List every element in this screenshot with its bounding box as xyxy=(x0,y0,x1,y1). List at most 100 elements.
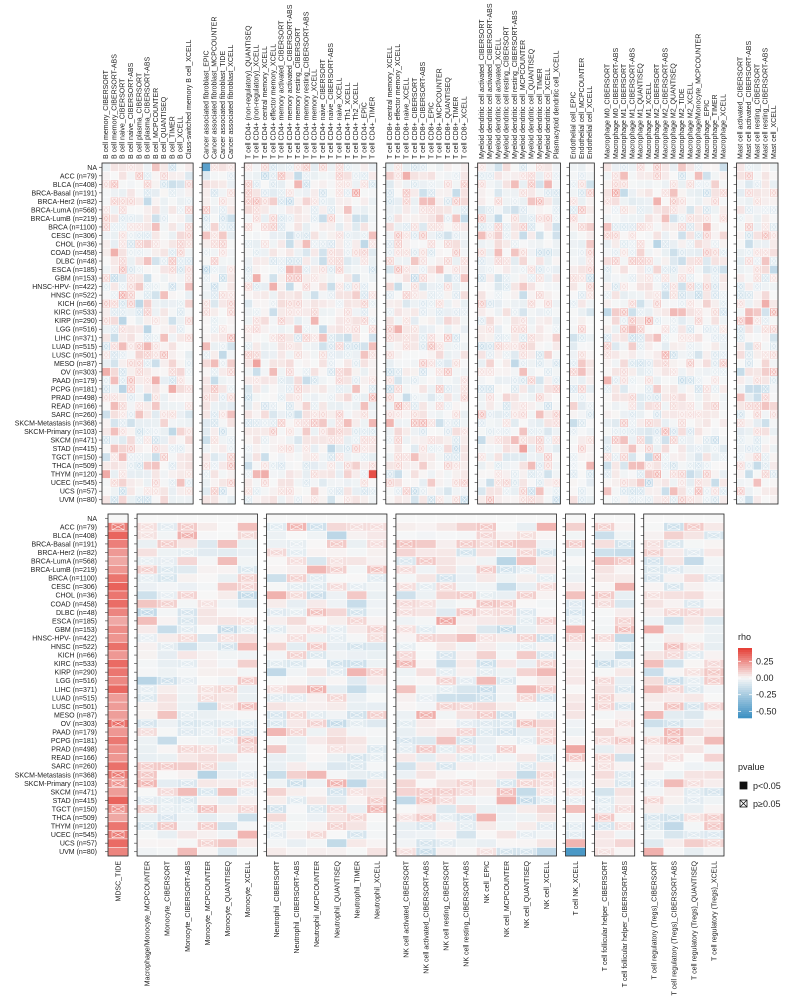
heatmap-cell xyxy=(552,223,560,231)
heatmap-cell xyxy=(177,223,185,231)
heatmap-cell xyxy=(528,197,536,205)
heatmap-cell xyxy=(261,325,269,333)
heatmap-cell xyxy=(102,479,110,487)
heatmap-cell xyxy=(428,283,436,291)
heatmap-cell xyxy=(269,453,277,461)
heatmap-cell xyxy=(612,266,620,274)
heatmap-cell xyxy=(169,223,177,231)
heatmap-cell xyxy=(478,232,486,240)
heatmap-cell xyxy=(452,300,460,308)
heatmap-cell xyxy=(303,411,311,419)
heatmap-cell xyxy=(394,274,402,282)
heatmap-cell xyxy=(261,317,269,325)
heatmap-cell xyxy=(436,470,444,478)
heatmap-cell xyxy=(211,393,219,401)
heatmap-cell xyxy=(436,436,444,444)
heatmap-cell xyxy=(202,172,210,180)
heatmap-cell xyxy=(612,359,620,367)
heatmap-cell xyxy=(102,419,110,427)
heatmap-cell xyxy=(311,180,319,188)
heatmap-cell xyxy=(177,232,185,240)
facet-border xyxy=(102,163,193,504)
heatmap-cell xyxy=(127,206,135,214)
heatmap-cell xyxy=(102,445,110,453)
heatmap-cell xyxy=(478,351,486,359)
heatmap-cell xyxy=(552,274,560,282)
heatmap-cell xyxy=(394,470,402,478)
heatmap-cell xyxy=(227,249,235,257)
heatmap-cell xyxy=(227,206,235,214)
heatmap-cell xyxy=(352,470,360,478)
heatmap-cell xyxy=(403,214,411,222)
heatmap-cell xyxy=(177,180,185,188)
heatmap-cell xyxy=(160,163,168,171)
heatmap-cell xyxy=(286,266,294,274)
heatmap-cell xyxy=(578,232,586,240)
heatmap-cell xyxy=(528,445,536,453)
heatmap-cell xyxy=(152,308,160,316)
heatmap-cell xyxy=(511,232,519,240)
heatmap-cell xyxy=(452,351,460,359)
heatmap-cell xyxy=(211,180,219,188)
heatmap-cell xyxy=(336,351,344,359)
heatmap-cell xyxy=(211,376,219,384)
heatmap-cell xyxy=(111,428,119,436)
heatmap-cell xyxy=(495,359,503,367)
heatmap-cell xyxy=(536,240,544,248)
heatmap-cell xyxy=(361,351,369,359)
heatmap-cell xyxy=(211,359,219,367)
heatmap-cell xyxy=(386,300,394,308)
heatmap-cell xyxy=(428,266,436,274)
heatmap-cell xyxy=(352,496,360,504)
heatmap-cell xyxy=(361,402,369,410)
heatmap-cell xyxy=(286,479,294,487)
heatmap-cell xyxy=(269,291,277,299)
heatmap-cell xyxy=(436,376,444,384)
heatmap-cell xyxy=(202,445,210,453)
heatmap-cell xyxy=(294,470,302,478)
heatmap-cell xyxy=(119,445,127,453)
heatmap-cell xyxy=(419,351,427,359)
heatmap-cell xyxy=(102,368,110,376)
heatmap-cell xyxy=(428,214,436,222)
heatmap-cell xyxy=(127,325,135,333)
heatmap-cell xyxy=(202,359,210,367)
heatmap-cell xyxy=(127,351,135,359)
heatmap-cell xyxy=(344,402,352,410)
heatmap-cell xyxy=(111,470,119,478)
heatmap-cell xyxy=(536,206,544,214)
heatmap-cell xyxy=(394,180,402,188)
heatmap-cell xyxy=(495,300,503,308)
heatmap-cell xyxy=(294,317,302,325)
heatmap-cell xyxy=(419,240,427,248)
heatmap-cell xyxy=(612,308,620,316)
heatmap-cell xyxy=(495,189,503,197)
heatmap-cell xyxy=(311,257,319,265)
heatmap-cell xyxy=(102,428,110,436)
heatmap-cell xyxy=(511,402,519,410)
heatmap-cell xyxy=(570,240,578,248)
heatmap-cell xyxy=(144,274,152,282)
heatmap-cell xyxy=(160,206,168,214)
heatmap-cell xyxy=(411,240,419,248)
heatmap-cell xyxy=(461,470,469,478)
heatmap-cell xyxy=(519,240,527,248)
heatmap-cell xyxy=(219,266,227,274)
heatmap-cell xyxy=(169,172,177,180)
heatmap-cell xyxy=(219,300,227,308)
heatmap-cell xyxy=(219,163,227,171)
heatmap-cell xyxy=(620,436,628,444)
heatmap-cell xyxy=(336,334,344,342)
heatmap-cell xyxy=(253,411,261,419)
heatmap-cell xyxy=(253,368,261,376)
heatmap-cell xyxy=(544,445,552,453)
heatmap-cell xyxy=(352,462,360,470)
facet-border xyxy=(202,163,235,504)
heatmap-cell xyxy=(227,376,235,384)
heatmap-cell xyxy=(152,274,160,282)
heatmap-cell xyxy=(261,453,269,461)
heatmap-cell xyxy=(452,180,460,188)
heatmap-cell xyxy=(202,291,210,299)
heatmap-cell xyxy=(319,223,327,231)
heatmap-cell xyxy=(327,402,335,410)
